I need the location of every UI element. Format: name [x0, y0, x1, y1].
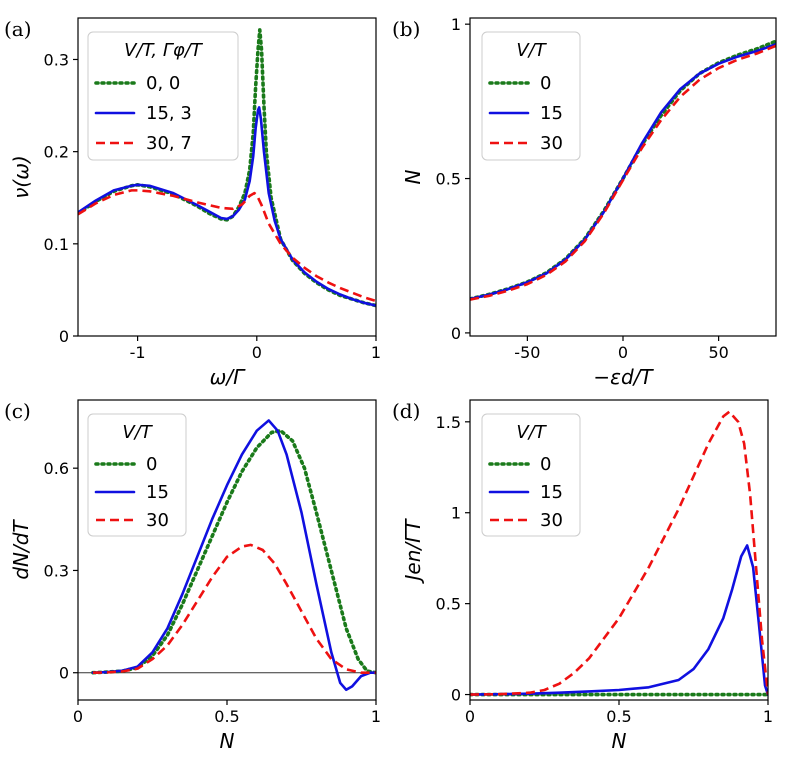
panel-label: (a) — [4, 17, 32, 41]
panel-c-curves — [91, 419, 376, 692]
legend-label: 30 — [146, 510, 169, 531]
legend-box — [481, 413, 581, 537]
y-axis-label: ν(ω) — [9, 155, 33, 199]
panel-label: (b) — [392, 17, 420, 41]
y-tick-label: 0.5 — [436, 170, 461, 189]
legend-box — [87, 31, 239, 161]
y-tick-label: 0.1 — [44, 235, 69, 254]
x-tick-label: 0 — [465, 707, 475, 726]
x-tick-label: 0 — [618, 343, 628, 362]
y-tick-label: 1 — [451, 504, 461, 523]
y-tick-label: 0.2 — [44, 143, 69, 162]
legend-label: 30, 7 — [146, 133, 192, 154]
x-tick-label: 50 — [708, 343, 728, 362]
legend-title: V/T — [516, 40, 547, 61]
legend-box — [481, 31, 581, 161]
legend-box — [87, 413, 187, 537]
x-tick-label: -1 — [130, 343, 146, 362]
panel-d: 0 0.5 1 0 0.5 1 1.5 N Jen/ΓT (d) V/T 0 15 30 — [392, 399, 773, 753]
x-axis-label: −εd/T — [593, 365, 654, 389]
x-tick-label: 0 — [73, 707, 83, 726]
panel-label: (c) — [4, 399, 31, 423]
legend-label: 0 — [540, 454, 551, 475]
x-axis-label: N — [220, 729, 235, 753]
y-tick-label: 0.6 — [44, 459, 69, 478]
y-axis-label: dN/dT — [9, 519, 33, 580]
panel-a-curves — [78, 28, 376, 308]
x-tick-label: 0.5 — [214, 707, 239, 726]
x-axis-label: ω/Γ — [210, 365, 246, 389]
panel-b: -50 0 50 0 0.5 1 −εd/T N (b) V/T 0 15 30 — [392, 15, 777, 389]
axes-frame — [77, 17, 377, 337]
y-tick-label: 0 — [59, 664, 69, 683]
legend-label: 15, 3 — [146, 103, 192, 124]
panel-b-curves — [470, 39, 776, 301]
x-tick-label: -50 — [514, 343, 540, 362]
y-tick-label: 1.5 — [436, 413, 461, 432]
y-axis-label: Jen/ΓT — [401, 518, 425, 585]
x-tick-label: 1 — [371, 343, 381, 362]
x-tick-label: 1 — [371, 707, 381, 726]
series-line-15 — [91, 419, 376, 692]
y-tick-label: 0.3 — [44, 561, 69, 580]
legend: V/T 0 15 30 — [481, 413, 581, 537]
series-line-30 — [470, 44, 776, 301]
legend-label: 0 — [146, 454, 157, 475]
x-tick-label: 0.5 — [606, 707, 631, 726]
legend-label: 15 — [540, 482, 563, 503]
series-line-15 — [470, 544, 768, 696]
legend-label: 30 — [540, 510, 563, 531]
legend-label: 0 — [540, 73, 551, 94]
legend-title: V/T — [122, 422, 153, 443]
panel-c: 0 0.5 1 0 0.3 0.6 NdN/dT (c) V/T 0 15 30 — [4, 399, 381, 753]
y-tick-label: 0.3 — [44, 50, 69, 69]
legend-label: 15 — [540, 103, 563, 124]
series-line-30 — [92, 543, 376, 675]
y-tick-label: 0.5 — [436, 595, 461, 614]
series-line-15-3 — [78, 106, 376, 307]
legend-title: V/T — [516, 422, 547, 443]
y-tick-label: 0 — [451, 324, 461, 343]
legend: V/T, Γφ/T 0, 0 15, 3 30, 7 — [87, 31, 239, 161]
panel-label: (d) — [392, 399, 420, 423]
panel-d-curves — [470, 410, 768, 697]
legend-label: 15 — [146, 482, 169, 503]
x-axis-label: N — [612, 729, 627, 753]
legend-label: 30 — [540, 133, 563, 154]
series-line-15 — [470, 42, 776, 301]
series-line-0 — [91, 428, 376, 675]
panel-a: -1 0 1 0 0.1 0.2 0.3 ω/Γ ν(ω) (a) V/T, Γφ/T 0, 0 15,… — [4, 17, 381, 389]
legend: V/T 0 15 30 — [87, 413, 187, 537]
legend-label: 0, 0 — [146, 73, 180, 94]
legend-title: V/T, Γφ/T — [124, 40, 204, 61]
legend: V/T 0 15 30 — [481, 31, 581, 161]
y-tick-label: 0 — [59, 327, 69, 346]
y-tick-label: 1 — [451, 15, 461, 34]
y-tick-label: 0 — [451, 686, 461, 705]
x-tick-label: 0 — [252, 343, 262, 362]
x-tick-label: 1 — [763, 707, 773, 726]
series-line-30-7 — [78, 189, 376, 303]
y-axis-label: N — [401, 169, 425, 184]
series-line-30 — [470, 410, 768, 696]
